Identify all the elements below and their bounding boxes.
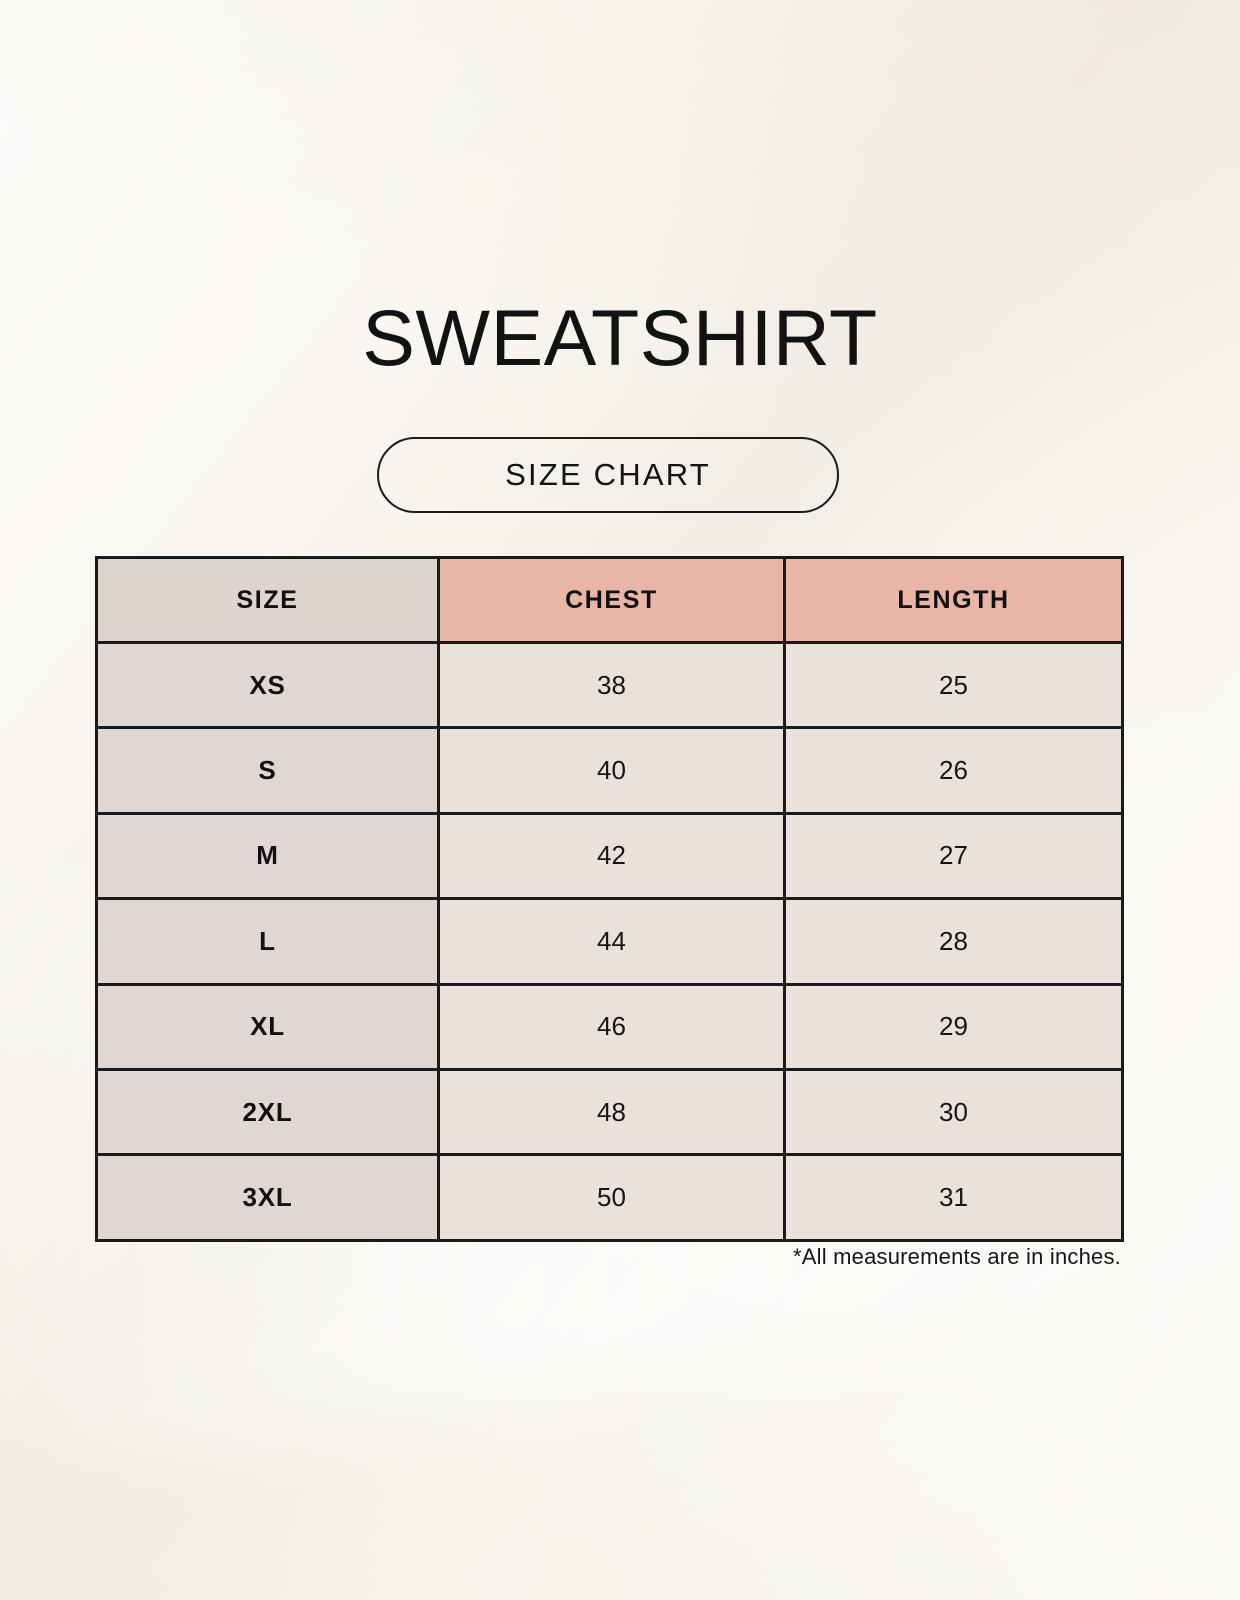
cell-chest: 50 xyxy=(437,1153,786,1242)
cell-size: L xyxy=(95,897,440,986)
cell-chest: 40 xyxy=(437,726,786,815)
cell-length: 26 xyxy=(783,726,1124,815)
size-chart-badge: SIZE CHART xyxy=(377,437,839,513)
cell-size: S xyxy=(95,726,440,815)
cell-length: 25 xyxy=(783,640,1124,730)
cell-length: 30 xyxy=(783,1067,1124,1157)
cell-length: 29 xyxy=(783,982,1124,1071)
size-table-container: SIZE CHEST LENGTH XS 38 25 S 40 26 M xyxy=(95,556,1124,1242)
size-table: SIZE CHEST LENGTH XS 38 25 S 40 26 M xyxy=(95,556,1124,1242)
cell-length: 27 xyxy=(783,811,1124,901)
cell-size: 3XL xyxy=(95,1153,440,1242)
table-row: M 42 27 xyxy=(95,811,1124,901)
table-row: 2XL 48 30 xyxy=(95,1067,1124,1157)
column-header-chest: CHEST xyxy=(437,556,786,644)
cell-chest: 38 xyxy=(437,640,786,730)
table-row: L 44 28 xyxy=(95,897,1124,986)
size-table-head: SIZE CHEST LENGTH xyxy=(95,556,1124,644)
cell-chest: 42 xyxy=(437,811,786,901)
cell-size: M xyxy=(95,811,440,901)
measurements-footnote: *All measurements are in inches. xyxy=(793,1244,1121,1269)
cell-length: 31 xyxy=(783,1153,1124,1242)
table-row: XS 38 25 xyxy=(95,640,1124,730)
size-table-body: XS 38 25 S 40 26 M 42 27 L 44 28 xyxy=(95,640,1124,1242)
cell-chest: 44 xyxy=(437,897,786,986)
cell-chest: 46 xyxy=(437,982,786,1071)
table-row: S 40 26 xyxy=(95,726,1124,815)
table-row: 3XL 50 31 xyxy=(95,1153,1124,1242)
cell-size: XS xyxy=(95,640,440,730)
column-header-size: SIZE xyxy=(95,556,440,644)
cell-length: 28 xyxy=(783,897,1124,986)
cell-size: XL xyxy=(95,982,440,1071)
size-chart-badge-label: SIZE CHART xyxy=(505,457,711,492)
table-row: XL 46 29 xyxy=(95,982,1124,1071)
cell-chest: 48 xyxy=(437,1067,786,1157)
column-header-length: LENGTH xyxy=(783,556,1124,644)
cell-size: 2XL xyxy=(95,1067,440,1157)
table-header-row: SIZE CHEST LENGTH xyxy=(95,556,1124,644)
page-title: SWEATSHIRT xyxy=(362,293,878,382)
